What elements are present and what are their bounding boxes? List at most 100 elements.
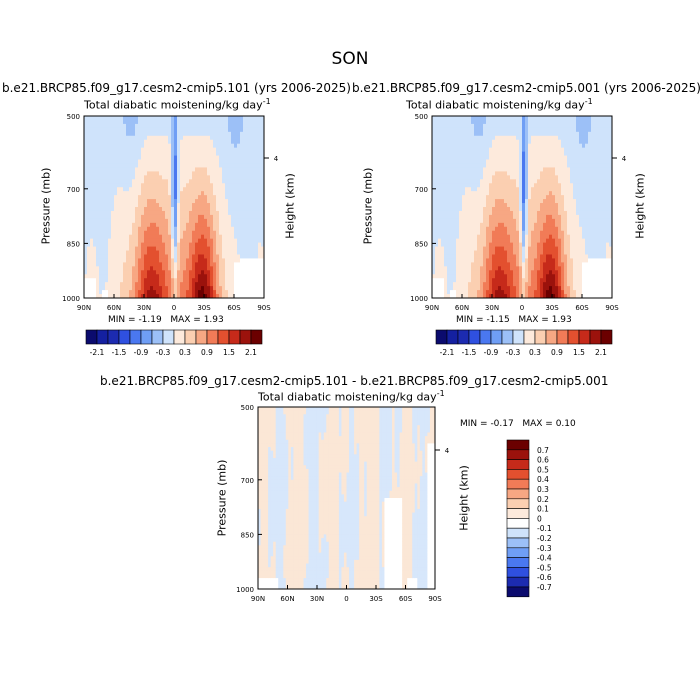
heatmap-cell: [213, 183, 217, 188]
heatmap-cell: [201, 218, 205, 224]
heatmap-cell: [126, 226, 130, 232]
heatmap-cell: [489, 199, 493, 204]
heatmap-cell: [249, 254, 253, 259]
heatmap-cell: [96, 270, 100, 275]
heatmap-cell: [531, 175, 535, 180]
heatmap-cell: [477, 175, 481, 180]
heatmap-cell: [453, 171, 457, 176]
heatmap-cell: [489, 230, 493, 236]
heatmap-cell: [261, 210, 265, 216]
heatmap-cell: [168, 143, 172, 149]
heatmap-cell: [210, 187, 214, 192]
heatmap-cell: [552, 290, 556, 295]
heatmap-cell: [183, 290, 187, 295]
heatmap-cell: [174, 155, 178, 160]
heatmap-cell: [432, 258, 436, 263]
heatmap-cell: [123, 294, 127, 299]
heatmap-cell: [165, 143, 169, 149]
heatmap-cell: [117, 262, 121, 267]
heatmap-cell: [510, 191, 514, 196]
heatmap-cell: [192, 151, 196, 156]
heatmap-cell: [495, 286, 499, 291]
heatmap-cell: [204, 242, 208, 247]
heatmap-cell: [225, 270, 229, 275]
heatmap-cell: [171, 119, 175, 125]
heatmap-cell: [519, 266, 523, 271]
heatmap-cell: [450, 151, 454, 156]
heatmap-cell: [117, 163, 121, 168]
heatmap-cell: [126, 214, 130, 220]
heatmap-cell: [150, 119, 154, 125]
heatmap-cell: [135, 139, 139, 145]
heatmap-cell: [129, 143, 133, 149]
heatmap-cell: [153, 234, 157, 240]
heatmap-cell: [456, 294, 460, 299]
heatmap-cell: [132, 199, 136, 204]
heatmap-cell: [543, 214, 547, 220]
heatmap-cell: [207, 282, 211, 287]
heatmap-cell: [213, 258, 217, 263]
heatmap-cell: [549, 203, 553, 208]
heatmap-cell: [174, 143, 178, 149]
heatmap-cell: [165, 195, 169, 200]
heatmap-cell: [552, 238, 556, 244]
heatmap-cell: [240, 187, 244, 192]
heatmap-cell: [189, 234, 193, 240]
heatmap-cell: [534, 135, 538, 141]
heatmap-cell: [195, 147, 199, 153]
heatmap-cell: [174, 274, 178, 279]
heatmap-cell: [438, 207, 442, 212]
heatmap-cell: [222, 210, 226, 216]
heatmap-cell: [537, 278, 541, 283]
heatmap-cell: [102, 270, 106, 275]
heatmap-cell: [555, 179, 559, 184]
heatmap-cell: [90, 167, 94, 172]
heatmap-cell: [546, 187, 550, 192]
heatmap-cell: [564, 286, 568, 291]
heatmap-cell: [162, 163, 166, 168]
heatmap-cell: [180, 282, 184, 287]
heatmap-cell: [510, 210, 514, 216]
heatmap-cell: [570, 131, 574, 137]
heatmap-cell: [258, 139, 262, 145]
heatmap-cell: [501, 119, 505, 125]
heatmap-cell: [555, 234, 559, 240]
heatmap-cell: [126, 123, 130, 129]
heatmap-cell: [144, 167, 148, 172]
heatmap-cell: [492, 278, 496, 283]
heatmap-cell: [462, 179, 466, 184]
heatmap-cell: [474, 159, 478, 164]
heatmap-cell: [123, 207, 127, 212]
heatmap-cell: [114, 290, 118, 295]
heatmap-cell: [108, 131, 112, 137]
heatmap-cell: [450, 175, 454, 180]
heatmap-cell: [168, 234, 172, 240]
heatmap-cell: [507, 278, 511, 283]
heatmap-cell: [144, 254, 148, 259]
heatmap-cell: [84, 183, 88, 188]
heatmap-cell: [207, 143, 211, 149]
heatmap-cell: [165, 123, 169, 129]
heatmap-cell: [474, 175, 478, 180]
heatmap-cell: [135, 226, 139, 232]
heatmap-cell: [186, 159, 190, 164]
heatmap-cell: [513, 127, 517, 133]
heatmap-cell: [117, 270, 121, 275]
heatmap-cell: [534, 187, 538, 192]
heatmap-cell: [567, 127, 571, 133]
heatmap-cell: [138, 274, 142, 279]
heatmap-cell: [549, 286, 553, 291]
heatmap-cell: [255, 250, 259, 255]
heatmap-cell: [444, 187, 448, 192]
heatmap-cell: [219, 171, 223, 176]
heatmap-cell: [96, 187, 100, 192]
heatmap-cell: [105, 258, 109, 263]
heatmap-cell: [504, 116, 508, 121]
heatmap-cell: [246, 167, 250, 172]
heatmap-cell: [456, 250, 460, 255]
heatmap-cell: [96, 254, 100, 259]
heatmap-cell: [240, 234, 244, 240]
heatmap-cell: [186, 294, 190, 299]
heatmap-cell: [162, 135, 166, 141]
heatmap-cell: [510, 175, 514, 180]
